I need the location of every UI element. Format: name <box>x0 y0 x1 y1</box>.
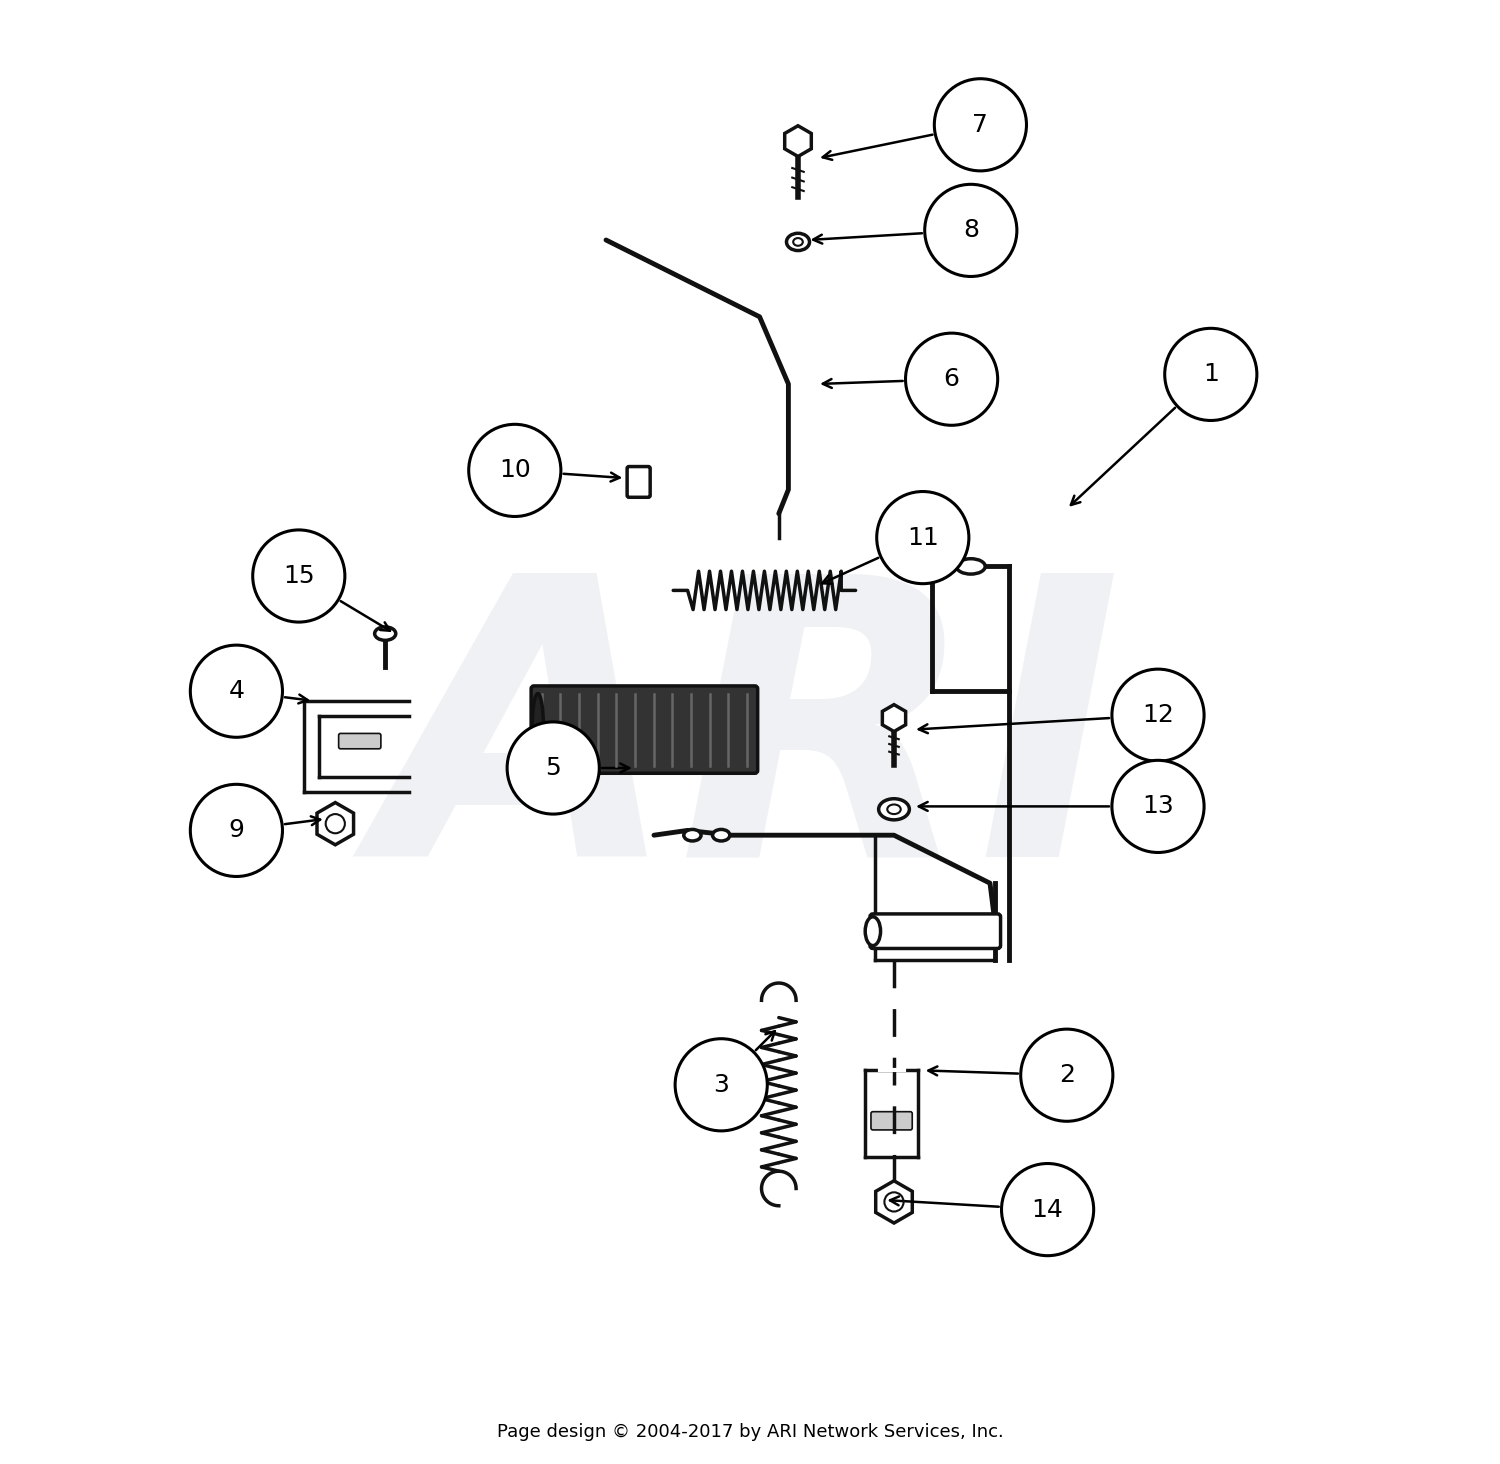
Text: 1: 1 <box>1203 363 1218 386</box>
Text: ARI: ARI <box>378 561 1122 937</box>
Text: 3: 3 <box>714 1073 729 1097</box>
Text: 4: 4 <box>228 679 244 703</box>
Circle shape <box>906 334 998 425</box>
Text: 12: 12 <box>1142 703 1174 728</box>
Ellipse shape <box>879 799 909 820</box>
Text: 10: 10 <box>500 458 531 483</box>
Text: 7: 7 <box>972 113 988 136</box>
Circle shape <box>924 184 1017 277</box>
Text: 5: 5 <box>546 755 561 780</box>
Ellipse shape <box>888 805 900 814</box>
Ellipse shape <box>532 694 543 766</box>
Text: Page design © 2004-2017 by ARI Network Services, Inc.: Page design © 2004-2017 by ARI Network S… <box>496 1423 1004 1441</box>
Text: 13: 13 <box>1142 795 1174 818</box>
Circle shape <box>934 79 1026 171</box>
FancyBboxPatch shape <box>531 687 758 773</box>
Text: 9: 9 <box>228 818 244 842</box>
Ellipse shape <box>375 627 396 640</box>
Circle shape <box>1164 328 1257 420</box>
Ellipse shape <box>786 233 810 250</box>
Circle shape <box>252 530 345 622</box>
Text: 11: 11 <box>908 526 939 549</box>
Circle shape <box>507 722 600 814</box>
Ellipse shape <box>957 559 986 574</box>
Circle shape <box>1112 760 1204 852</box>
Circle shape <box>1020 1029 1113 1121</box>
Ellipse shape <box>712 830 730 840</box>
Ellipse shape <box>865 916 880 946</box>
Circle shape <box>1002 1164 1094 1256</box>
Circle shape <box>468 425 561 517</box>
Circle shape <box>675 1039 768 1130</box>
Text: 6: 6 <box>944 367 960 391</box>
Text: 14: 14 <box>1032 1198 1064 1221</box>
Ellipse shape <box>794 239 802 246</box>
FancyBboxPatch shape <box>339 733 381 748</box>
Circle shape <box>1112 669 1204 761</box>
FancyBboxPatch shape <box>871 1111 912 1130</box>
Ellipse shape <box>684 830 700 840</box>
FancyBboxPatch shape <box>627 467 650 498</box>
FancyBboxPatch shape <box>870 914 1000 949</box>
Circle shape <box>876 492 969 584</box>
Circle shape <box>190 646 282 738</box>
Text: 15: 15 <box>284 564 315 589</box>
Text: 2: 2 <box>1059 1063 1076 1088</box>
Circle shape <box>190 785 282 877</box>
Text: 8: 8 <box>963 218 980 243</box>
